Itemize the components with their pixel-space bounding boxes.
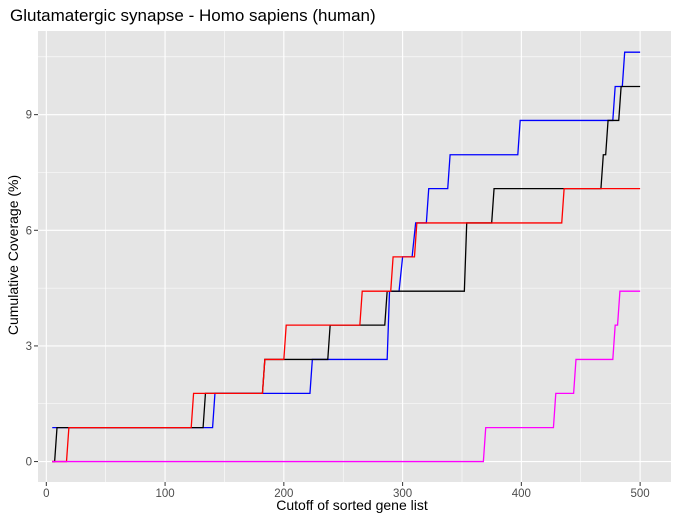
x-tick-label: 400 — [512, 488, 531, 500]
y-tick-label: 9 — [26, 110, 32, 122]
chart-title: Glutamatergic synapse - Homo sapiens (hu… — [10, 6, 376, 25]
series-line-1 — [52, 51, 641, 429]
series-line-2 — [52, 85, 641, 463]
x-tick-label: 200 — [274, 488, 293, 500]
y-tick-label: 6 — [26, 225, 32, 237]
y-tick-label: 0 — [26, 457, 32, 469]
x-axis-title: Cutoff of sorted gene list — [276, 497, 428, 513]
series-line-3 — [52, 188, 641, 463]
series-layer — [52, 51, 641, 463]
series-line-4 — [52, 290, 641, 463]
x-tick-label: 500 — [631, 488, 650, 500]
plot-panel — [38, 31, 671, 482]
x-tick-label: 100 — [155, 488, 174, 500]
x-tick-label: 0 — [43, 488, 49, 500]
minor-gridlines — [38, 31, 671, 482]
x-tick-label: 300 — [393, 488, 412, 500]
y-tick-label: 3 — [26, 341, 32, 353]
y-axis-title: Cumulative Coverage (%) — [5, 175, 21, 335]
x-axis: 0 100 200 300 400 500 — [43, 482, 650, 500]
y-axis: 0 3 6 9 — [26, 110, 38, 469]
